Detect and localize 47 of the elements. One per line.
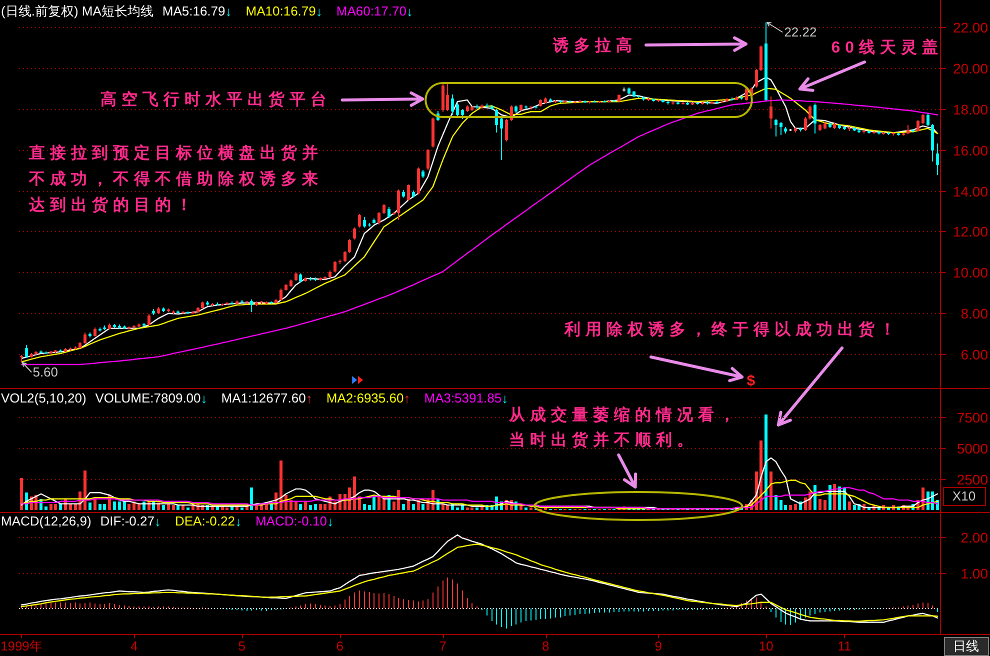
y-tick-label: 14.00: [952, 184, 988, 200]
annotation: 5.60: [32, 364, 58, 380]
text: 日线: [953, 638, 979, 654]
x-tick-label: 6: [336, 638, 344, 654]
y-tick-label: 20.00: [952, 60, 988, 76]
x-tick-label: 1999年: [0, 638, 42, 654]
x-tick-label: 8: [542, 638, 550, 654]
y-tick-label: 2500: [956, 472, 988, 488]
annotation: $: [746, 372, 756, 390]
x-tick-label: 9: [654, 638, 662, 654]
y-tick-label: 16.00: [952, 142, 988, 158]
annotation: MACD:-0.10↓: [255, 514, 334, 528]
text: DIF:-0.27↓: [100, 514, 161, 528]
annotation: 22.22: [784, 24, 817, 40]
annotation: 高空飞行时水平出货平台: [100, 90, 332, 108]
text: MA60:17.70↓: [336, 4, 413, 18]
x-tick-label: 4: [130, 638, 138, 654]
y-tick-label: 5000: [956, 440, 988, 456]
y-tick-label: 6.00: [960, 346, 988, 362]
x-tick-label: 7: [439, 638, 446, 654]
annotation: 利用除权诱多，终于得以成功出货！: [564, 320, 901, 338]
y-tick-label: 10.00: [952, 264, 988, 280]
y-tick-label: 12.00: [952, 224, 988, 240]
y-tick-label: 7500: [956, 410, 988, 426]
annotation: 诱多拉高: [552, 36, 637, 54]
annotation: VOLUME:7809.00↓: [95, 390, 208, 406]
y-tick-label: 2.00: [960, 530, 988, 546]
y-tick-label: 1.00: [960, 566, 988, 582]
text: MA2:6935.60↑: [326, 390, 410, 406]
text: MA1:12677.60↑: [221, 390, 312, 406]
y-tick-label: 8.00: [960, 306, 988, 322]
text: X10: [952, 488, 976, 504]
chart-title: MACD(12,26,9): [1, 514, 92, 528]
chart-title: VOL2(5,10,20): [1, 390, 86, 406]
chart-title: (日线.前复权) MA短长均线: [1, 4, 154, 18]
y-tick-label: 22.00: [952, 20, 988, 36]
text: MA3:5391.85↓: [424, 390, 508, 406]
annotation: 60线天灵盖: [831, 38, 944, 56]
annotation: 从成交量萎缩的情况看，当时出货并不顺利。: [508, 404, 740, 448]
x-tick-label: 5: [238, 638, 246, 654]
y-tick-label: 18.00: [952, 102, 988, 118]
text: DEA:-0.22↓: [175, 514, 242, 528]
annotation: 直接拉到预定目标位横盘出货并不成功，不得不借助除权诱多来达到出货的目的！: [28, 144, 323, 214]
text: MA5:16.79↓: [162, 4, 232, 18]
x-tick-label: 11: [838, 638, 852, 654]
text: MA10:16.79↓: [246, 4, 322, 18]
x-tick-label: 10: [758, 638, 774, 654]
